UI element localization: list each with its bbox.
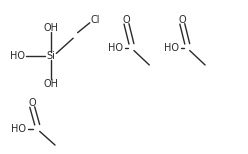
- Text: O: O: [179, 15, 186, 25]
- Text: HO: HO: [164, 43, 179, 53]
- Text: OH: OH: [43, 23, 58, 33]
- Text: O: O: [123, 15, 130, 25]
- Text: HO: HO: [10, 51, 25, 61]
- Text: O: O: [29, 98, 36, 108]
- Text: HO: HO: [11, 124, 26, 134]
- Text: Cl: Cl: [91, 15, 100, 25]
- Text: Si: Si: [46, 51, 55, 61]
- Text: HO: HO: [108, 43, 123, 53]
- Text: OH: OH: [43, 79, 58, 89]
